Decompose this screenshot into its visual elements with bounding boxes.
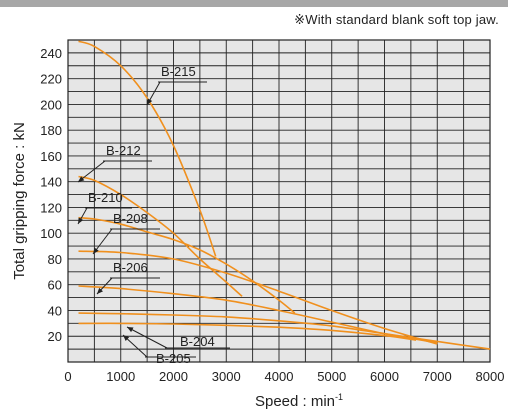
series-label-b-210: B-210 (77, 190, 132, 225)
y-axis-label: Total gripping force : kN (11, 122, 28, 280)
leader-arrowhead (78, 176, 85, 182)
series-label-b-212: B-212 (77, 143, 152, 183)
series-labels: B-215 B-212 B-210 B-208 B-206 B-204 B-205 (77, 64, 230, 366)
curve-b-215 (78, 40, 217, 257)
series-label-b-205: B-205 (122, 334, 196, 366)
y-tick-label: 20 (48, 329, 62, 344)
y-tick-label: 220 (40, 72, 62, 87)
x-tick-label: 8000 (476, 369, 505, 384)
y-tick-label: 40 (48, 303, 62, 318)
x-tick-label: 4000 (265, 369, 294, 384)
series-label-text: B-208 (113, 211, 148, 226)
x-tick-label: 1000 (106, 369, 135, 384)
tick-labels: 0 1000 2000 3000 4000 5000 6000 7000 8000 20 40 60 8… (40, 46, 504, 384)
leader-arrowhead (127, 327, 134, 333)
curves (78, 40, 491, 350)
x-tick-label: 3000 (212, 369, 241, 384)
chart-note: ※With standard blank soft top jaw. (294, 12, 499, 27)
x-axis-label: Speed : min-1 (255, 392, 343, 410)
series-label-b-208: B-208 (92, 211, 160, 255)
y-tick-label: 80 (48, 252, 62, 267)
leader-arrowhead (78, 217, 84, 224)
series-label-text: B-212 (106, 143, 141, 158)
y-tick-label: 240 (40, 46, 62, 61)
y-tick-label: 120 (40, 200, 62, 215)
series-label-text: B-206 (113, 260, 148, 275)
series-label-text: B-215 (161, 64, 196, 79)
y-tick-label: 180 (40, 123, 62, 138)
y-tick-label: 60 (48, 278, 62, 293)
curve-b-212 (78, 175, 243, 297)
x-tick-label: 0 (64, 369, 71, 384)
leader-arrowhead (123, 335, 130, 341)
plot-border (67, 39, 491, 363)
x-tick-label: 6000 (370, 369, 399, 384)
series-label-text: B-205 (156, 351, 191, 366)
header-bar (0, 0, 508, 7)
leader-arrowhead (147, 98, 153, 105)
x-tick-label: 2000 (159, 369, 188, 384)
curve-b-210 (78, 216, 296, 314)
leader-arrowhead (93, 247, 99, 254)
x-tick-label: 7000 (423, 369, 452, 384)
series-label-text: B-210 (88, 190, 123, 205)
series-label-b-215: B-215 (146, 64, 207, 106)
curve-b-204 (78, 312, 491, 350)
y-tick-label: 200 (40, 97, 62, 112)
series-label-b-206: B-206 (96, 260, 160, 295)
y-tick-label: 100 (40, 226, 62, 241)
y-tick-label: 140 (40, 175, 62, 190)
curve-b-205 (78, 322, 417, 341)
grid (67, 39, 491, 363)
leader-line (126, 326, 168, 349)
series-label-b-204: B-204 (126, 326, 230, 349)
y-tick-label: 160 (40, 149, 62, 164)
series-label-text: B-204 (180, 334, 215, 349)
x-tick-label: 5000 (317, 369, 346, 384)
leader-arrowhead (97, 287, 104, 294)
curve-b-208 (78, 250, 438, 345)
